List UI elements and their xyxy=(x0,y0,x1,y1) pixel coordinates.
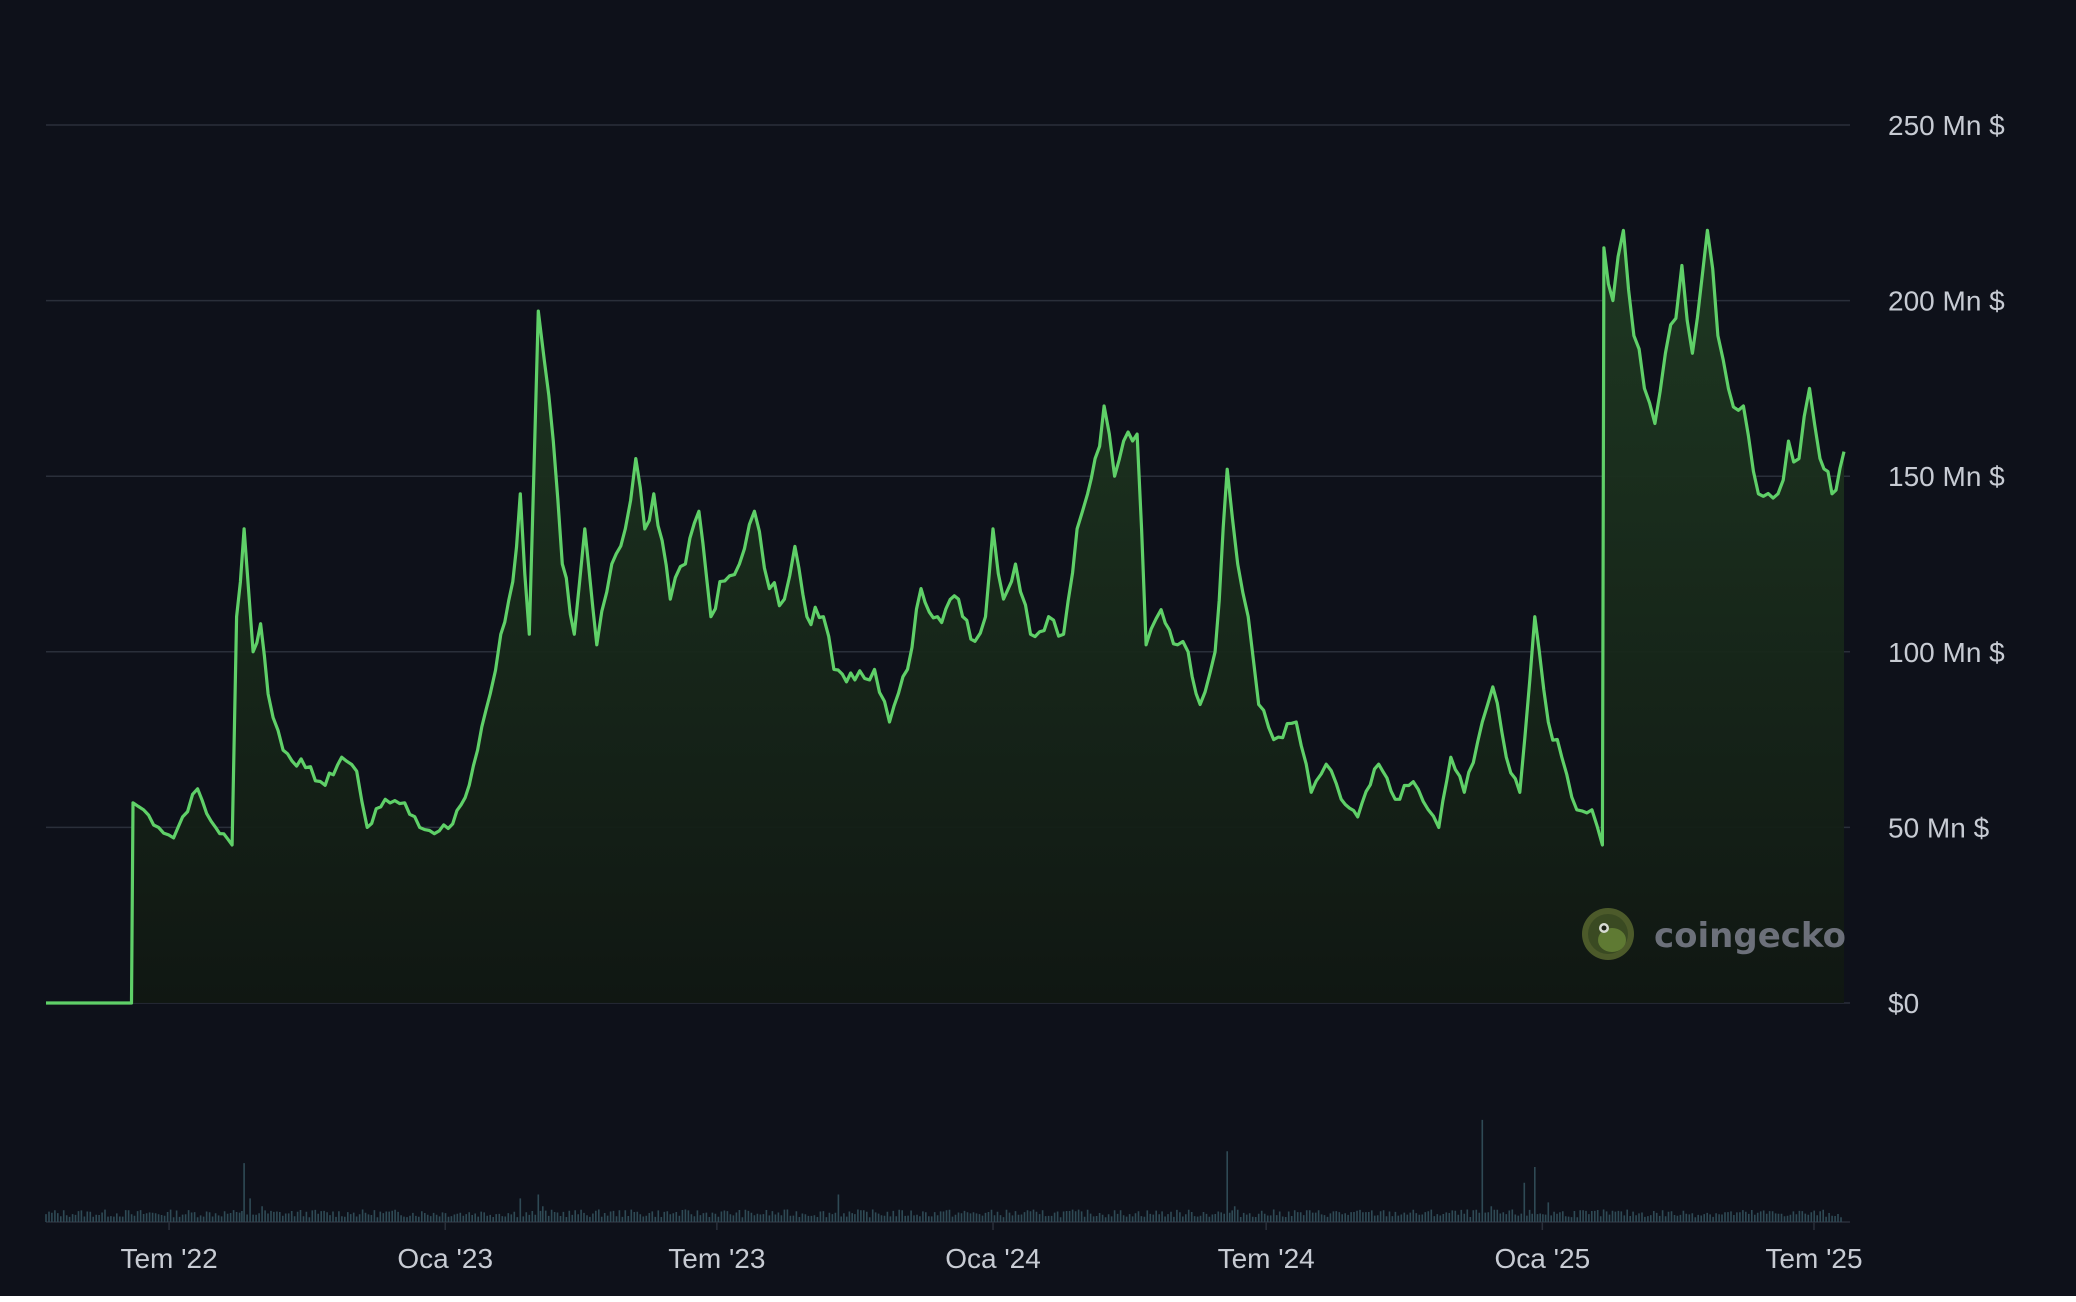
x-axis-labels: Tem '22 Oca '23 Tem '23 Oca '24 Tem '24 Oca '… xyxy=(120,1222,1863,1274)
y-tick-label-3: 150 Mn $ xyxy=(1888,461,2005,492)
y-axis-labels: $0 50 Mn $ 100 Mn $ 150 Mn $ 200 Mn $ 250 Mn … xyxy=(1888,110,2005,1019)
volume-bars xyxy=(45,1119,1842,1222)
y-tick-label-2: 100 Mn $ xyxy=(1888,637,2005,668)
y-tick-label-4: 200 Mn $ xyxy=(1888,286,2005,317)
x-tick-label-0: Tem '22 xyxy=(120,1243,217,1274)
series-line xyxy=(46,228,1846,1005)
coingecko-gecko-icon xyxy=(1582,908,1634,960)
x-tick-label-2: Tem '23 xyxy=(668,1243,765,1274)
y-tick-label-1: 50 Mn $ xyxy=(1888,812,1990,843)
volume-histogram xyxy=(45,1119,1842,1222)
area-fill xyxy=(133,230,1844,1003)
x-tick-label-4: Tem '24 xyxy=(1218,1243,1315,1274)
x-tick-label-1: Oca '23 xyxy=(397,1243,493,1274)
series-area xyxy=(133,230,1844,1003)
x-tick-label-3: Oca '24 xyxy=(945,1243,1041,1274)
x-tick-label-5: Oca '25 xyxy=(1495,1243,1591,1274)
y-tick-label-5: 250 Mn $ xyxy=(1888,110,2005,141)
x-tick-label-6: Tem '25 xyxy=(1765,1243,1862,1274)
y-tick-label-0: $0 xyxy=(1888,988,1919,1019)
watermark-text: coingecko xyxy=(1654,916,1846,956)
series-line-group xyxy=(46,228,1846,1005)
coingecko-watermark: coingecko xyxy=(1582,908,1846,960)
